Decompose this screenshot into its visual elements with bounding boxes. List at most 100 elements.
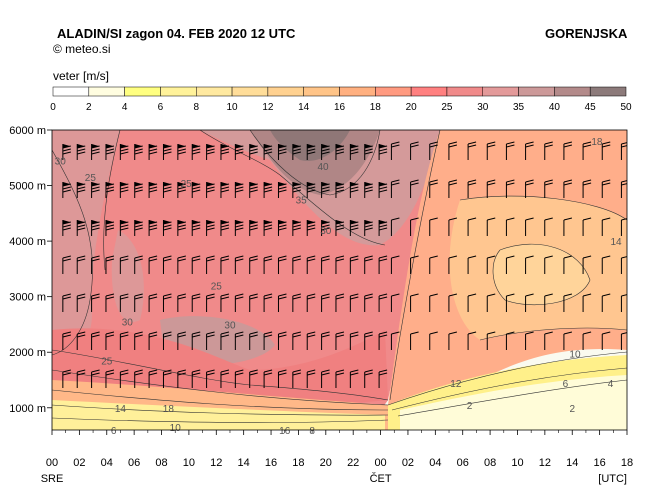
- barb-line: [391, 182, 400, 186]
- barb-line: [506, 293, 515, 297]
- barb-line: [307, 296, 316, 300]
- barb-line: [378, 293, 388, 297]
- barb-line: [163, 293, 172, 297]
- barb-line: [177, 255, 186, 259]
- wind-barb: [349, 255, 359, 274]
- wind-barb: [505, 217, 515, 236]
- barb-line: [206, 186, 215, 190]
- wind-barb: [620, 294, 627, 312]
- barb-line: [163, 255, 172, 259]
- wind-barb: [349, 182, 359, 198]
- barb-line: [364, 334, 373, 338]
- wind-barb: [486, 141, 496, 160]
- barb-line: [105, 145, 115, 149]
- wind-barb: [148, 220, 158, 236]
- wind-barb: [544, 141, 553, 160]
- barb-line: [582, 141, 592, 145]
- wind-barb: [321, 293, 330, 312]
- wind-barb: [249, 293, 258, 312]
- x-tick-label: 12: [539, 457, 551, 469]
- wind-barb: [220, 255, 230, 274]
- barb-line: [192, 334, 201, 338]
- barb-line: [307, 151, 316, 155]
- barb-line: [378, 145, 388, 149]
- wind-barb: [563, 179, 573, 198]
- wind-barb: [119, 255, 129, 274]
- barb-line: [134, 255, 143, 259]
- barb-line: [335, 372, 345, 376]
- barb-line: [120, 255, 129, 259]
- legend-tick-label: 8: [193, 102, 199, 113]
- wind-barb: [119, 331, 129, 350]
- barb-flag: [249, 182, 257, 186]
- barb-line: [364, 151, 373, 155]
- barb-line: [350, 145, 359, 149]
- barb-line: [278, 151, 287, 155]
- barb-line: [487, 179, 496, 183]
- barb-line: [263, 372, 273, 376]
- wind-barb: [177, 369, 186, 388]
- contour-label: 12: [450, 379, 462, 390]
- barb-line: [220, 186, 230, 190]
- wind-barb: [378, 255, 388, 274]
- barb-line: [120, 293, 129, 297]
- barb-line: [292, 151, 301, 155]
- barb-line: [448, 331, 458, 335]
- barb-line: [77, 148, 86, 152]
- wind-barb: [505, 255, 515, 274]
- wind-barb: [364, 182, 373, 198]
- wind-barb: [601, 255, 611, 274]
- barb-flag: [264, 182, 272, 186]
- barb-line: [448, 293, 458, 297]
- axes: 6000 m 5000 m 4000 m 3000 m 2000 m 1000 m 00 02…: [9, 125, 633, 485]
- x-day-label: ČET: [370, 472, 392, 485]
- barb-line: [307, 148, 316, 152]
- barb-line: [544, 141, 553, 145]
- barb-line: [263, 258, 273, 262]
- barb-flag: [120, 182, 128, 186]
- barb-flag: [134, 144, 142, 148]
- barb-line: [350, 334, 359, 338]
- barb-line: [148, 334, 158, 338]
- wind-barb: [601, 293, 611, 312]
- barb-line: [378, 189, 388, 193]
- wind-barb: [544, 179, 553, 198]
- wind-barb: [525, 293, 534, 312]
- barb-flag: [177, 182, 185, 186]
- barb-line: [525, 217, 534, 221]
- barb-line: [391, 331, 400, 335]
- barb-line: [307, 145, 316, 149]
- wind-barb: [234, 220, 244, 236]
- wind-barb: [191, 182, 201, 198]
- barb-line: [335, 258, 345, 262]
- barb-line: [378, 255, 388, 259]
- contour-label: 30: [55, 157, 67, 168]
- barb-line: [177, 189, 186, 193]
- barb-line: [163, 227, 172, 231]
- barb-line: [134, 221, 143, 225]
- barb-line: [621, 180, 627, 183]
- barb-line: [307, 331, 316, 335]
- wind-barb: [277, 255, 287, 274]
- barb-line: [62, 255, 71, 259]
- barb-flag: [206, 220, 214, 224]
- wind-barb: [177, 255, 186, 274]
- wind-barb: [306, 293, 316, 312]
- wind-barb: [263, 331, 273, 350]
- barb-line: [602, 141, 611, 145]
- barb-line: [544, 144, 553, 148]
- wind-barb: [448, 293, 458, 312]
- barb-line: [487, 144, 496, 148]
- wind-barb: [525, 179, 534, 198]
- barb-flag: [62, 220, 70, 224]
- barb-line: [582, 293, 592, 297]
- barb-line: [134, 369, 143, 373]
- barb-line: [429, 179, 438, 183]
- barb-line: [335, 334, 345, 338]
- barb-line: [487, 331, 496, 335]
- barb-line: [120, 224, 129, 228]
- barb-line: [278, 186, 287, 190]
- barb-line: [544, 255, 553, 259]
- legend-swatch: [410, 86, 448, 97]
- wind-barb: [62, 220, 71, 236]
